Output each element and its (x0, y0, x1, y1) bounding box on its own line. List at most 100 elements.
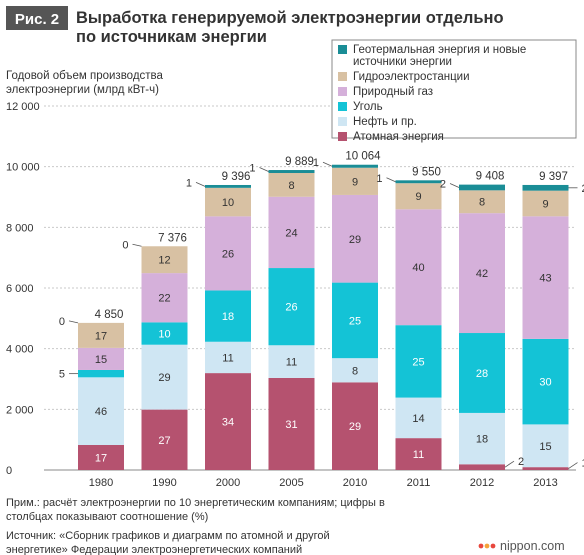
bar-total-label: 4 850 (95, 309, 124, 321)
bar-segment (205, 290, 251, 342)
bar-segment (395, 325, 442, 398)
bar-segment (78, 369, 124, 378)
data-label: 9 (415, 191, 421, 203)
bar-total-label: 9 396 (222, 171, 251, 183)
logo-dot-icon (484, 543, 490, 549)
data-label: 40 (412, 262, 424, 274)
callout-line (504, 460, 515, 468)
x-tick-label: 2000 (216, 477, 240, 489)
callout-line (132, 243, 142, 247)
legend-label: Атомная энергия (353, 131, 444, 143)
bar-segment (141, 273, 188, 323)
data-label: 34 (222, 417, 234, 429)
note-line1: Прим.: расчёт электроэнергии по 10 энерг… (6, 497, 385, 509)
note-line2: столбцах показывают соотношение (%) (6, 511, 208, 523)
legend-swatch (338, 132, 347, 141)
bar-segment (268, 170, 315, 174)
bar-segment (205, 341, 251, 374)
x-tick-label: 2012 (470, 477, 494, 489)
bar-segment (268, 196, 315, 269)
legend-swatch (338, 102, 347, 111)
callout-line (386, 177, 396, 183)
bar-segment (268, 268, 315, 346)
x-tick-label: 1990 (152, 477, 176, 489)
bar-segment (332, 282, 378, 359)
source-line1: Источник: «Сборник графиков и диаграмм п… (6, 530, 330, 542)
x-tick-label: 2005 (279, 477, 303, 489)
y-tick-label: 4 000 (6, 344, 34, 356)
bar-segment (78, 347, 124, 370)
data-label: 24 (285, 227, 297, 239)
bar-segment (522, 424, 569, 468)
data-label: 10 (222, 197, 234, 209)
bar-segment (141, 344, 188, 410)
bar-segment (141, 409, 188, 470)
data-label: 29 (349, 234, 361, 246)
bar-segment (205, 373, 251, 470)
data-label: 31 (285, 419, 297, 431)
data-label: 9 (542, 198, 548, 210)
legend-box (331, 39, 577, 139)
legend-label: Геотермальная энергия и новые (353, 44, 526, 56)
callout-label: 1 (313, 157, 319, 169)
figure-title-line1: Выработка генерируемой электроэнергии от… (76, 9, 504, 27)
y-tick-label: 6 000 (6, 283, 34, 295)
y-tick-label: 10 000 (6, 162, 40, 174)
data-label: 8 (479, 197, 485, 209)
legend-label: источники энергии (353, 56, 452, 68)
y-tick-label: 2 000 (6, 404, 34, 416)
y-axis-label-line1: Годовой объем производства (6, 70, 164, 82)
bar-segment (332, 358, 378, 383)
bar-segment (522, 338, 569, 425)
data-label: 30 (539, 377, 551, 389)
bar-segment (141, 322, 188, 345)
bar-segment (332, 382, 378, 470)
legend-swatch (338, 87, 347, 96)
bar-segment (395, 209, 442, 326)
callout-line (259, 167, 269, 172)
nippon-logo: nippon.com (478, 539, 565, 553)
data-label: 10 (158, 329, 170, 341)
bars (78, 164, 569, 470)
data-label: 29 (158, 372, 170, 384)
bar-segment (141, 246, 188, 274)
bar-total-label: 9 397 (539, 171, 568, 183)
data-label: 43 (539, 273, 551, 285)
data-label: 25 (349, 315, 361, 327)
bar-segment (395, 397, 442, 439)
data-label: 17 (95, 330, 107, 342)
y-axis-label-line2: электроэнергии (млрд кВт-ч) (6, 84, 159, 96)
data-label: 15 (95, 354, 107, 366)
bar-segment (332, 194, 378, 283)
source-line2: энергетике» Федерации электроэнергетичес… (6, 544, 302, 555)
bar-segment (78, 377, 124, 445)
bar-total-label: 9 408 (476, 171, 505, 183)
bar-segment (268, 377, 315, 470)
data-label: 11 (413, 449, 424, 461)
callout-line (449, 183, 460, 188)
data-label: 9 (352, 176, 358, 188)
legend-label: Природный газ (353, 86, 433, 98)
data-label: 17 (95, 452, 107, 464)
data-label: 26 (222, 248, 234, 260)
bar-segment (459, 184, 505, 191)
bar-segment (395, 183, 442, 210)
bar-segment (332, 164, 378, 168)
data-label: 8 (352, 365, 358, 377)
data-label: 11 (222, 352, 233, 364)
figure-badge: Рис. 2 (15, 11, 59, 28)
data-label: 12 (158, 255, 170, 267)
data-label: 28 (476, 368, 488, 380)
bar-total-label: 10 064 (345, 151, 381, 163)
callout-label: 1 (186, 177, 192, 189)
bar-segment (78, 444, 124, 470)
data-label: 8 (288, 180, 294, 192)
y-tick-label: 12 000 (6, 101, 40, 113)
legend-swatch (338, 117, 347, 126)
data-label: 14 (412, 413, 424, 425)
bar-segment (459, 213, 505, 334)
bar-segment (205, 187, 251, 217)
